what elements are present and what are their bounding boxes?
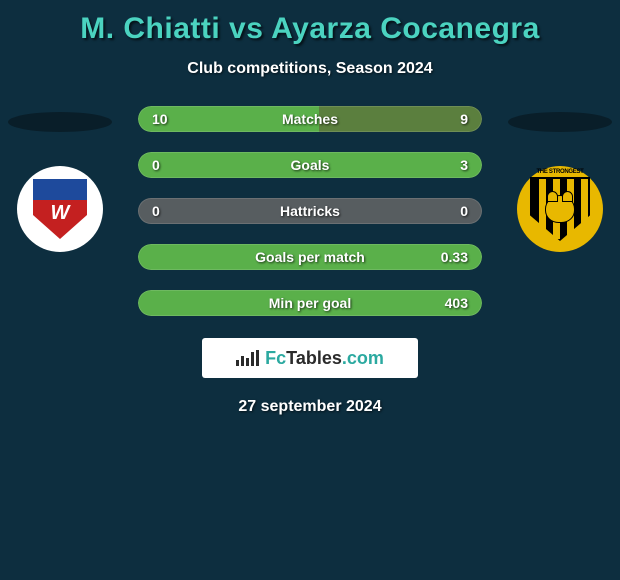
right-shadow-ellipse bbox=[508, 112, 612, 132]
stat-right-value: 0 bbox=[460, 203, 468, 219]
right-player-col: THE STRONGEST bbox=[500, 106, 620, 252]
stats-bars: 10 9 Matches 0 3 Goals 0 0 Hattricks 0.33 Goals pe… bbox=[120, 106, 500, 316]
stat-bar: 403 Min per goal bbox=[138, 290, 482, 316]
stat-left-value: 10 bbox=[152, 111, 168, 127]
strongest-text: THE STRONGEST bbox=[536, 169, 583, 175]
stat-right-value: 9 bbox=[460, 111, 468, 127]
stat-right-value: 0.33 bbox=[441, 249, 468, 265]
stat-bar: 0 3 Goals bbox=[138, 152, 482, 178]
stat-label: Hattricks bbox=[280, 203, 340, 219]
stat-bar: 0.33 Goals per match bbox=[138, 244, 482, 270]
brand-text: FcTables.com bbox=[265, 348, 384, 369]
brand-bars-icon bbox=[236, 350, 259, 366]
comparison-card: M. Chiatti vs Ayarza Cocanegra Club comp… bbox=[0, 0, 620, 416]
stat-left-value: 0 bbox=[152, 157, 160, 173]
stat-bar: 10 9 Matches bbox=[138, 106, 482, 132]
wilstermann-shield-icon bbox=[33, 179, 87, 239]
tiger-head-icon bbox=[545, 195, 575, 223]
stat-label: Goals per match bbox=[255, 249, 365, 265]
stat-label: Goals bbox=[291, 157, 330, 173]
stat-bar: 0 0 Hattricks bbox=[138, 198, 482, 224]
right-club-badge: THE STRONGEST bbox=[517, 166, 603, 252]
page-title: M. Chiatti vs Ayarza Cocanegra bbox=[0, 12, 620, 46]
stat-right-value: 403 bbox=[445, 295, 468, 311]
subtitle: Club competitions, Season 2024 bbox=[0, 60, 620, 78]
left-shadow-ellipse bbox=[8, 112, 112, 132]
strongest-shield-icon bbox=[530, 177, 590, 241]
stat-label: Matches bbox=[282, 111, 338, 127]
stat-right-value: 3 bbox=[460, 157, 468, 173]
date-line: 27 september 2024 bbox=[0, 398, 620, 416]
content-row: 10 9 Matches 0 3 Goals 0 0 Hattricks 0.33 Goals pe… bbox=[0, 106, 620, 316]
brand-box: FcTables.com bbox=[202, 338, 418, 378]
stat-label: Min per goal bbox=[269, 295, 351, 311]
stat-left-value: 0 bbox=[152, 203, 160, 219]
left-club-badge bbox=[17, 166, 103, 252]
left-player-col bbox=[0, 106, 120, 252]
bar-fill-right bbox=[319, 106, 482, 132]
